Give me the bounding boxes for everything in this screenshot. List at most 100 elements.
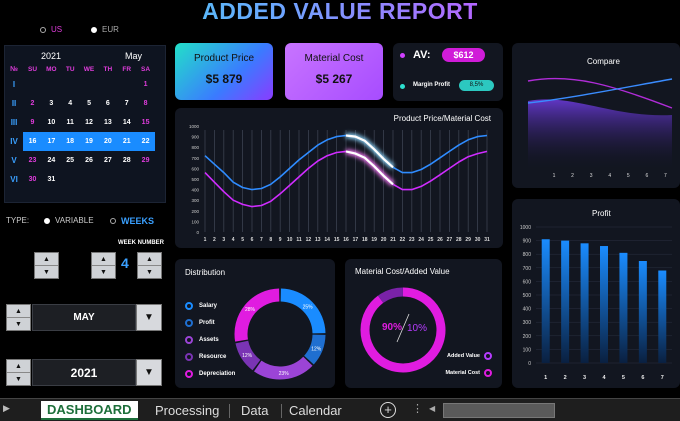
x-tick-label: 3	[590, 173, 593, 179]
x-tick-label: 29	[465, 237, 471, 243]
calendar-day[interactable]: 29	[141, 157, 150, 164]
calendar-day[interactable]: 6	[105, 100, 110, 107]
profit-bar	[561, 240, 570, 363]
calendar-grid: № SU MO TU WE TH FR SA I 1 II 2 3 4 5 6 7 8 III 9 10…	[5, 63, 155, 189]
distribution-legend: Salary Profit Assets Resource Depreciati…	[185, 297, 235, 382]
calendar-day[interactable]: 9	[30, 119, 35, 126]
spinner-week-down[interactable]: ▲ ▼	[91, 252, 116, 279]
day-header: FR	[122, 65, 132, 73]
y-tick-label: 0	[196, 230, 199, 235]
calendar-day[interactable]: 13	[103, 119, 112, 126]
up-arrow-icon[interactable]: ▲	[35, 253, 58, 266]
month-select[interactable]: MAY	[32, 304, 136, 331]
profit-bar	[638, 261, 647, 363]
y-tick-label: 700	[523, 266, 532, 272]
tab-processing[interactable]: Processing	[155, 403, 220, 418]
up-arrow-icon[interactable]: ▲	[7, 305, 30, 318]
x-tick-label: 2	[564, 375, 567, 381]
y-tick-label: 800	[191, 145, 199, 150]
calendar-day[interactable]: 31	[47, 176, 56, 183]
calendar-day[interactable]: 4	[68, 100, 73, 107]
calendar-day[interactable]: 26	[85, 157, 93, 164]
slice-label: 12%	[242, 353, 253, 359]
tab-calendar[interactable]: Calendar	[289, 403, 342, 418]
calendar-day[interactable]: 22	[136, 132, 155, 151]
year-spinner[interactable]: ▲ ▼	[6, 359, 31, 386]
x-tick-label: 12	[306, 237, 312, 243]
distribution-donut: 25% 12% 23% 12% 28%	[234, 288, 326, 380]
calendar-day[interactable]: 23	[28, 157, 37, 164]
down-arrow-icon[interactable]: ▼	[146, 268, 153, 276]
down-arrow-icon[interactable]: ▼	[43, 268, 50, 276]
down-arrow-icon[interactable]: ▼	[15, 320, 22, 328]
x-tick-label: 5	[627, 173, 630, 179]
calendar-day[interactable]: 19	[79, 132, 99, 151]
calendar-day[interactable]: 12	[85, 119, 93, 126]
profit-chart: 0 100 200 300 400 500 600 700 800 900 1000 1 2 3 4 5 6 7	[520, 225, 672, 381]
compare-line	[527, 77, 673, 109]
horizontal-scrollbar[interactable]	[443, 403, 555, 418]
calendar-day[interactable]: 18	[60, 132, 80, 151]
calendar-day[interactable]: 8	[143, 100, 148, 107]
series-line-2	[204, 150, 488, 208]
x-tick-label: 16	[343, 237, 349, 243]
month-dropdown-button[interactable]: ▼	[136, 304, 162, 331]
calendar-day[interactable]: 1	[143, 81, 148, 88]
legend-marker-icon	[185, 318, 193, 327]
tab-data[interactable]: Data	[241, 403, 269, 418]
spinner-week-up[interactable]: ▲ ▼	[137, 252, 162, 279]
calendar-day[interactable]: 16	[23, 132, 42, 151]
year-dropdown-button[interactable]: ▼	[136, 359, 162, 386]
calendar-day[interactable]: 15	[141, 119, 150, 126]
up-arrow-icon[interactable]: ▲	[138, 253, 161, 266]
down-arrow-icon[interactable]: ▼	[100, 268, 107, 276]
calendar-day[interactable]: 27	[103, 157, 112, 164]
calendar-day[interactable]: 25	[66, 157, 75, 164]
calendar-day[interactable]: 2	[30, 100, 35, 107]
calendar-day[interactable]: 10	[47, 119, 56, 126]
more-options-icon[interactable]: ⋮	[412, 403, 423, 415]
y-tick-label: 400	[523, 307, 532, 313]
material-added-donut	[360, 287, 446, 373]
y-tick-label: 500	[191, 177, 199, 182]
margin-label: Margin Profit	[413, 82, 450, 88]
calendar-day[interactable]: 24	[47, 157, 56, 164]
calendar-day[interactable]: 11	[66, 119, 74, 126]
week-number-label: WEEK NUMBER	[118, 240, 164, 246]
y-tick-label: 700	[191, 156, 199, 161]
calendar-day[interactable]: 21	[117, 132, 137, 151]
spinner-left[interactable]: ▲ ▼	[34, 252, 59, 279]
legend-material-cost: Material Cost	[445, 370, 480, 376]
calendar-day[interactable]: 7	[124, 100, 129, 107]
up-arrow-icon[interactable]: ▲	[7, 360, 30, 373]
x-tick-label: 31	[484, 237, 490, 243]
down-arrow-icon[interactable]: ▼	[15, 375, 22, 383]
av-card: AV: $612 Margin Profit 8,5%	[393, 43, 503, 101]
calendar-day[interactable]: 28	[122, 157, 131, 164]
scroll-left-icon[interactable]: ◀	[429, 404, 436, 413]
y-tick-label: 900	[523, 239, 532, 245]
year-select[interactable]: 2021	[32, 359, 136, 386]
type-option-weeks[interactable]: WEEKS	[110, 216, 154, 226]
donut-slice	[280, 288, 326, 334]
x-tick-label: 14	[324, 237, 330, 243]
calendar-day[interactable]: 14	[122, 119, 131, 126]
scroll-tabs-icon[interactable]: ▶	[3, 403, 10, 413]
y-tick-label: 100	[191, 219, 199, 224]
calendar-day[interactable]: 20	[98, 132, 118, 151]
tab-dashboard[interactable]: DASHBOARD	[41, 401, 138, 420]
month-spinner[interactable]: ▲ ▼	[6, 304, 31, 331]
up-arrow-icon[interactable]: ▲	[92, 253, 115, 266]
calendar-day[interactable]: 5	[87, 100, 91, 107]
type-option-variable[interactable]: VARIABLE	[44, 216, 94, 225]
add-sheet-icon[interactable]: +	[380, 402, 396, 418]
calendar-day[interactable]: 30	[28, 176, 37, 183]
radio-icon	[40, 26, 46, 33]
y-tick-label: 900	[191, 135, 199, 140]
calendar-day	[117, 170, 136, 189]
compare-chart: 1 2 3 4 5 6 7	[527, 77, 673, 179]
calendar-day[interactable]: 3	[49, 100, 54, 107]
currency-option-eur[interactable]: EUR	[91, 25, 119, 34]
calendar-day[interactable]: 17	[41, 132, 61, 151]
currency-option-us[interactable]: US	[40, 25, 62, 34]
